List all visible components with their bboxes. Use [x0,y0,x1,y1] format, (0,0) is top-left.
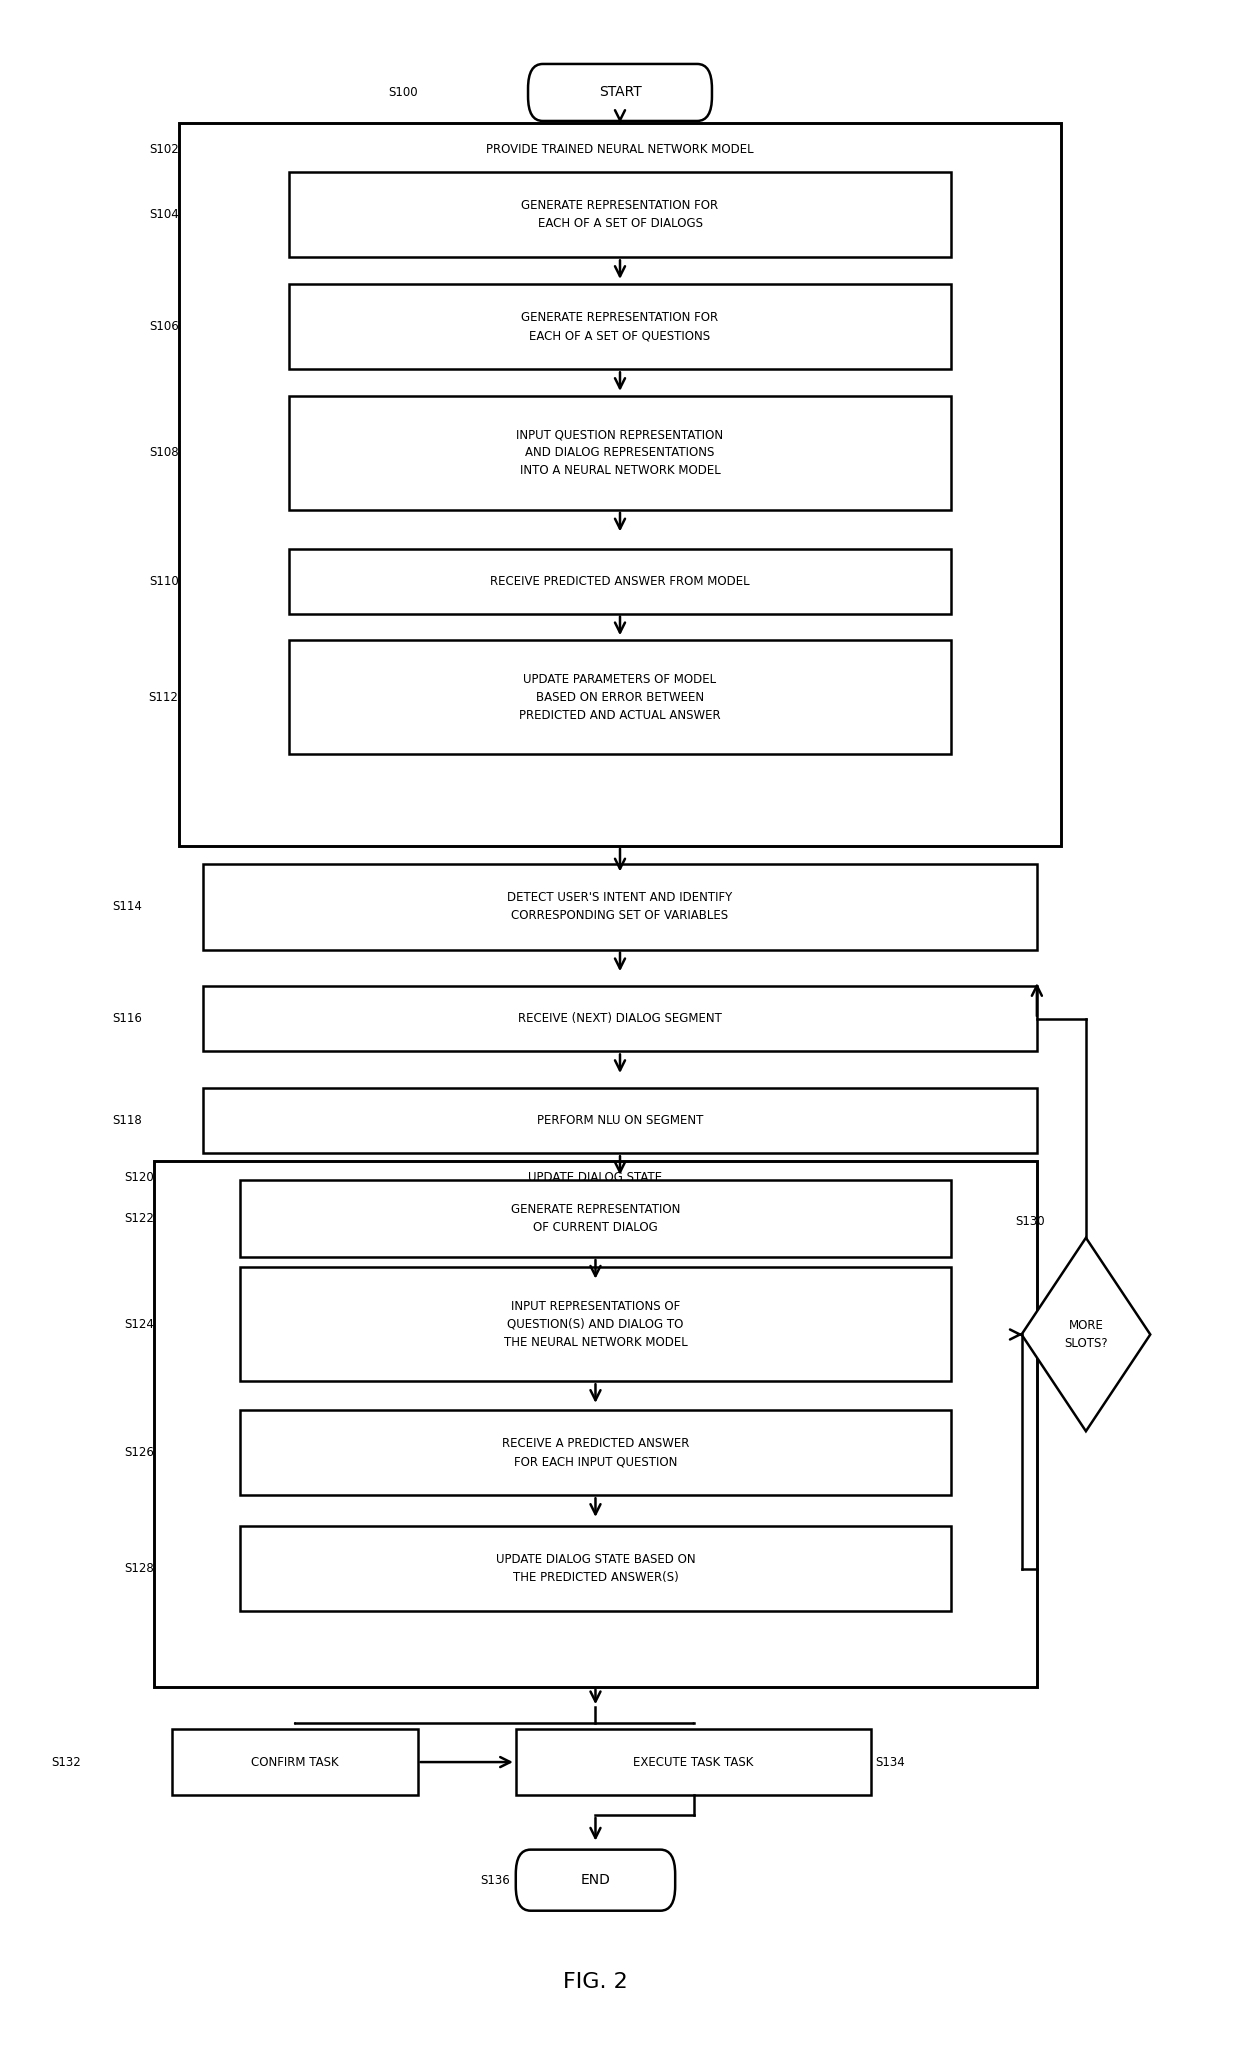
FancyBboxPatch shape [239,1525,951,1611]
Polygon shape [1022,1238,1151,1431]
FancyBboxPatch shape [289,283,951,369]
Text: RECEIVE (NEXT) DIALOG SEGMENT: RECEIVE (NEXT) DIALOG SEGMENT [518,1013,722,1025]
FancyBboxPatch shape [289,172,951,258]
FancyBboxPatch shape [203,865,1037,949]
Text: PROVIDE TRAINED NEURAL NETWORK MODEL: PROVIDE TRAINED NEURAL NETWORK MODEL [486,144,754,156]
Text: MORE
SLOTS?: MORE SLOTS? [1064,1318,1107,1351]
Text: S136: S136 [480,1874,510,1886]
Text: PERFORM NLU ON SEGMENT: PERFORM NLU ON SEGMENT [537,1115,703,1128]
FancyBboxPatch shape [289,549,951,613]
Text: GENERATE REPRESENTATION
OF CURRENT DIALOG: GENERATE REPRESENTATION OF CURRENT DIALO… [511,1203,681,1234]
Text: S114: S114 [112,900,141,914]
Text: S104: S104 [149,209,179,221]
FancyBboxPatch shape [172,1730,418,1794]
Text: UPDATE DIALOG STATE: UPDATE DIALOG STATE [528,1171,662,1185]
Text: END: END [580,1874,610,1888]
FancyBboxPatch shape [289,396,951,510]
Text: S132: S132 [51,1755,81,1769]
Text: S108: S108 [149,447,179,459]
Text: S130: S130 [1016,1214,1045,1228]
Text: S116: S116 [112,1013,141,1025]
Text: GENERATE REPRESENTATION FOR
EACH OF A SET OF QUESTIONS: GENERATE REPRESENTATION FOR EACH OF A SE… [522,312,718,342]
Text: INPUT REPRESENTATIONS OF
QUESTION(S) AND DIALOG TO
THE NEURAL NETWORK MODEL: INPUT REPRESENTATIONS OF QUESTION(S) AND… [503,1300,687,1349]
Text: S122: S122 [124,1212,154,1226]
Text: CONFIRM TASK: CONFIRM TASK [252,1755,339,1769]
Text: GENERATE REPRESENTATION FOR
EACH OF A SET OF DIALOGS: GENERATE REPRESENTATION FOR EACH OF A SE… [522,199,718,230]
FancyBboxPatch shape [179,123,1061,847]
FancyBboxPatch shape [289,640,951,754]
Text: INPUT QUESTION REPRESENTATION
AND DIALOG REPRESENTATIONS
INTO A NEURAL NETWORK M: INPUT QUESTION REPRESENTATION AND DIALOG… [516,428,724,478]
Text: RECEIVE PREDICTED ANSWER FROM MODEL: RECEIVE PREDICTED ANSWER FROM MODEL [490,574,750,588]
Text: S124: S124 [124,1318,154,1330]
Text: S134: S134 [875,1755,905,1769]
Text: START: START [599,86,641,100]
Text: S126: S126 [124,1445,154,1460]
Text: UPDATE DIALOG STATE BASED ON
THE PREDICTED ANSWER(S): UPDATE DIALOG STATE BASED ON THE PREDICT… [496,1554,696,1585]
Text: S120: S120 [124,1171,154,1185]
Text: FIG. 2: FIG. 2 [563,1972,627,1993]
FancyBboxPatch shape [239,1410,951,1494]
Text: S100: S100 [388,86,418,98]
FancyBboxPatch shape [203,986,1037,1052]
Text: EXECUTE TASK TASK: EXECUTE TASK TASK [634,1755,754,1769]
Text: RECEIVE A PREDICTED ANSWER
FOR EACH INPUT QUESTION: RECEIVE A PREDICTED ANSWER FOR EACH INPU… [502,1437,689,1468]
Text: S106: S106 [149,320,179,332]
FancyBboxPatch shape [239,1267,951,1382]
FancyBboxPatch shape [516,1730,872,1794]
Text: S128: S128 [124,1562,154,1574]
Text: S118: S118 [112,1115,141,1128]
Text: S102: S102 [149,144,179,156]
FancyBboxPatch shape [516,1849,675,1911]
FancyBboxPatch shape [203,1089,1037,1154]
Text: S110: S110 [149,574,179,588]
Text: S112: S112 [149,691,179,703]
Text: DETECT USER'S INTENT AND IDENTIFY
CORRESPONDING SET OF VARIABLES: DETECT USER'S INTENT AND IDENTIFY CORRES… [507,892,733,922]
FancyBboxPatch shape [528,64,712,121]
FancyBboxPatch shape [239,1179,951,1257]
FancyBboxPatch shape [154,1162,1037,1687]
Text: UPDATE PARAMETERS OF MODEL
BASED ON ERROR BETWEEN
PREDICTED AND ACTUAL ANSWER: UPDATE PARAMETERS OF MODEL BASED ON ERRO… [520,672,720,722]
